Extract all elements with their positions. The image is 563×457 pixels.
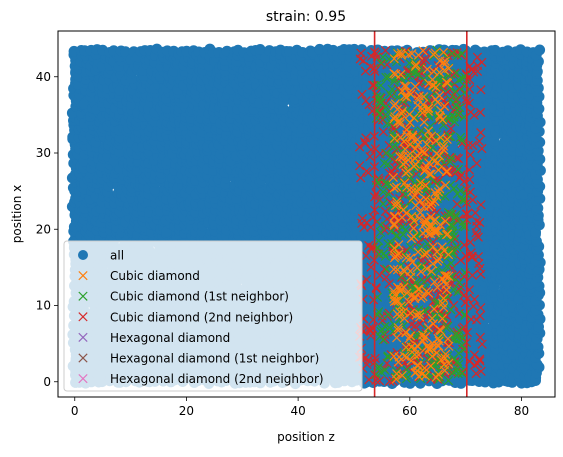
all-point (161, 226, 172, 238)
chart-title: strain: 0.95 (266, 9, 346, 25)
all-point (120, 46, 131, 57)
all-point (114, 146, 125, 158)
all-point (96, 160, 108, 172)
